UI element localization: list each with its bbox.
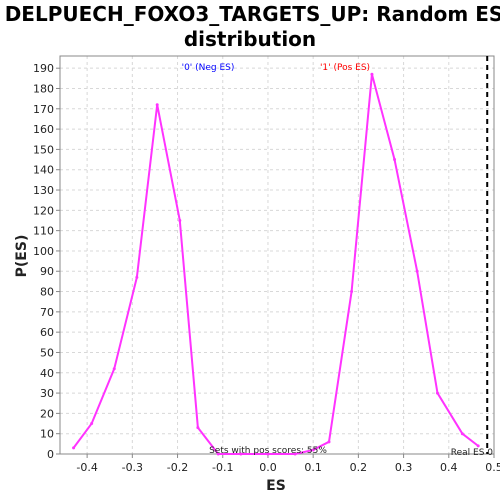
x-tick-label: 0.2 xyxy=(350,461,368,474)
y-tick-label: 40 xyxy=(40,367,54,380)
data-point xyxy=(350,290,354,294)
x-tick-label: 0.0 xyxy=(259,461,277,474)
chart-title-line1: DELPUECH_FOXO3_TARGETS_UP: Random ES xyxy=(5,2,500,26)
x-tick-label: -0.2 xyxy=(167,461,188,474)
neg-es-label: '0' (Neg ES) xyxy=(182,63,235,73)
data-point xyxy=(435,391,439,395)
data-point xyxy=(415,269,419,273)
data-point xyxy=(370,72,374,76)
data-point xyxy=(135,275,139,279)
data-point xyxy=(311,448,315,452)
data-point xyxy=(393,158,397,162)
data-point xyxy=(293,452,297,456)
data-point xyxy=(178,218,182,222)
y-tick-label: 100 xyxy=(33,245,54,258)
x-tick-label: -0.1 xyxy=(212,461,233,474)
y-tick-label: 30 xyxy=(40,387,54,400)
x-axis-label: ES xyxy=(266,478,286,494)
series-layer xyxy=(72,72,480,456)
data-point xyxy=(216,452,220,456)
x-tick-label: -0.3 xyxy=(122,461,143,474)
data-point xyxy=(239,452,243,456)
chart-title-line2: distribution xyxy=(184,27,316,51)
data-point xyxy=(155,103,159,107)
x-tick-label: 0.3 xyxy=(395,461,413,474)
y-tick-label: 150 xyxy=(33,143,54,156)
data-point xyxy=(112,367,116,371)
x-tick-label: 0.4 xyxy=(440,461,458,474)
x-tick-label: 0.5 xyxy=(485,461,500,474)
x-tick-label: -0.4 xyxy=(76,461,97,474)
plot-area xyxy=(59,55,495,455)
real-es-label: Real ES 0 xyxy=(451,448,494,458)
x-tick-label: 0.1 xyxy=(304,461,322,474)
y-tick-label: 190 xyxy=(33,62,54,75)
grid xyxy=(60,56,495,455)
y-tick-label: 50 xyxy=(40,346,54,359)
y-tick-label: 10 xyxy=(40,428,54,441)
data-point xyxy=(476,444,480,448)
y-tick-label: 180 xyxy=(33,82,54,95)
data-point xyxy=(72,446,76,450)
y-axis-label: P(ES) xyxy=(14,235,30,278)
y-tick-label: 140 xyxy=(33,164,54,177)
y-tick-label: 110 xyxy=(33,225,54,238)
y-tick-label: 70 xyxy=(40,306,54,319)
series-line xyxy=(72,73,479,455)
y-tick-label: 80 xyxy=(40,286,54,299)
data-point xyxy=(90,422,94,426)
y-tick-label: 160 xyxy=(33,123,54,136)
y-tick-label: 130 xyxy=(33,184,54,197)
sets-with-pos-scores-label: Sets with pos scores: 55% xyxy=(209,446,327,456)
data-point xyxy=(327,440,331,444)
y-tick-label: 120 xyxy=(33,204,54,217)
y-tick-label: 0 xyxy=(47,448,54,461)
y-tick-label: 20 xyxy=(40,407,54,420)
y-tick-label: 60 xyxy=(40,326,54,339)
pos-es-label: '1' (Pos ES) xyxy=(320,63,370,73)
axis-ticks: 0 10 20 30 40 50 60 70 80 90 100 110 120 130 140 150 160… xyxy=(33,62,500,474)
data-point xyxy=(266,452,270,456)
data-point xyxy=(196,426,200,430)
data-point xyxy=(460,432,464,436)
y-tick-label: 170 xyxy=(33,103,54,116)
y-tick-label: 90 xyxy=(40,265,54,278)
